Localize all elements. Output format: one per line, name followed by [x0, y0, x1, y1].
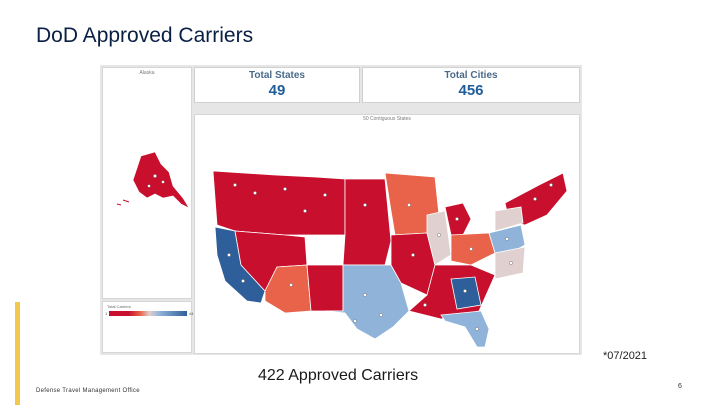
legend-panel: Total Carriers 1 44 — [102, 301, 194, 353]
gold-accent-bar — [15, 302, 20, 405]
legend-min: 1 — [105, 311, 108, 316]
date-note: *07/2021 — [603, 350, 648, 362]
region-plains — [342, 178, 392, 266]
region-new-mexico — [306, 264, 344, 312]
region-ohio-valley — [450, 232, 496, 266]
kpi-cities-label: Total Cities — [444, 70, 498, 81]
region-illinois — [426, 210, 452, 266]
legend-title: Total Carriers — [107, 304, 131, 309]
slide-title: DoD Approved Carriers — [36, 24, 254, 47]
kpi-total-cities: Total Cities 456 — [362, 67, 580, 103]
map-label: 50 Contiguous States — [363, 116, 411, 122]
us-map-panel: 50 Contiguous States — [194, 114, 580, 354]
legend-color-ramp — [109, 311, 187, 316]
us-choropleth-map[interactable] — [195, 115, 581, 355]
approved-carriers-summary: 422 Approved Carriers — [258, 367, 419, 384]
region-georgia — [450, 276, 482, 310]
kpi-total-states: Total States 49 — [194, 67, 360, 103]
kpi-states-label: Total States — [249, 70, 305, 81]
region-northwest — [212, 170, 346, 236]
kpi-cities-value: 456 — [458, 82, 484, 99]
city-markers — [227, 183, 553, 331]
alaska-panel: Alaska — [102, 67, 192, 299]
alaska-label: Alaska — [139, 70, 155, 76]
page-number: 6 — [678, 383, 682, 390]
legend-max: 44 — [189, 311, 194, 316]
alaska-map[interactable] — [103, 68, 193, 300]
region-florida — [440, 310, 490, 348]
kpi-states-value: 49 — [268, 82, 286, 99]
footer-organization: Defense Travel Management Office — [36, 388, 140, 394]
region-new-york — [494, 206, 524, 232]
